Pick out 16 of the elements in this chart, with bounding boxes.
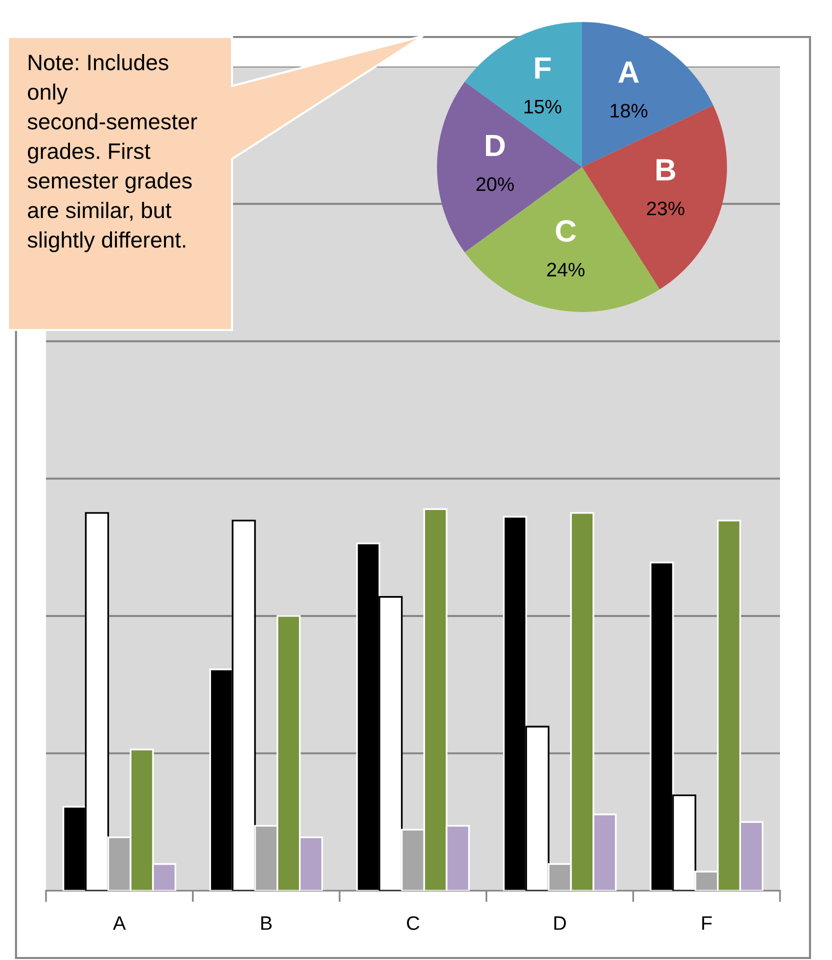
- data-label: 24%: [547, 262, 584, 276]
- x-tick-label: A: [112, 916, 126, 930]
- slice-label: F: [535, 58, 551, 79]
- x-tick-label: C: [406, 916, 420, 930]
- data-label: 23%: [647, 202, 684, 216]
- x-tick-label: B: [261, 916, 272, 930]
- data-label: 20%: [476, 177, 514, 192]
- text: Note: Includes only second-semester grades. First semester grades are similar, but slightly different.: [28, 54, 198, 252]
- slice-label: D: [486, 135, 505, 156]
- slice-label: C: [556, 220, 576, 242]
- slice-label: B: [656, 159, 676, 180]
- data-label: 18%: [610, 104, 648, 118]
- slice-label: A: [618, 62, 639, 83]
- x-tick-label: F: [702, 916, 712, 930]
- x-tick-label: D: [554, 916, 566, 930]
- data-label: 15%: [524, 100, 562, 114]
